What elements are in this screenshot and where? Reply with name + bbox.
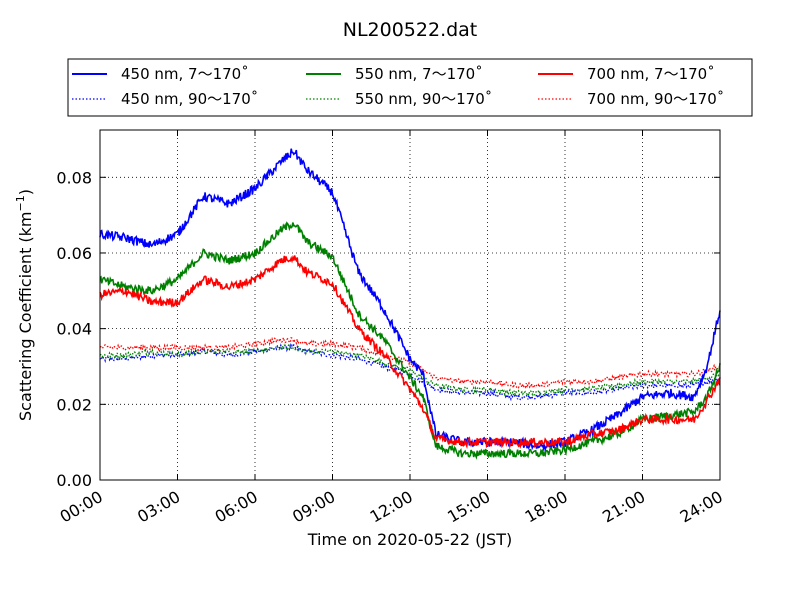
series-line [99,221,721,460]
legend-entry: 450 nm, 90～170˚ [72,90,258,108]
legend-label: 550 nm, 90～170˚ [355,90,492,108]
series-line [99,344,721,398]
x-tick-label: 18:00 [522,487,571,527]
legend-label: 700 nm, 7～170˚ [587,65,715,83]
x-tick-label: 09:00 [289,487,338,527]
y-axis-label-sup: −1 [14,195,27,211]
legend-entry: 700 nm, 90～170˚ [538,90,724,108]
series-layer [99,148,721,460]
series-line [99,148,721,453]
legend-label: 550 nm, 7～170˚ [355,65,483,83]
x-tick-label: 15:00 [444,487,493,527]
x-tick-label: 24:00 [677,487,726,527]
x-axis-label: Time on 2020-05-22 (JST) [307,530,512,549]
chart-title: NL200522.dat [343,19,478,41]
y-tick-label: 0.02 [56,395,92,414]
legend-entry: 550 nm, 90～170˚ [306,90,492,108]
series-line [99,342,721,402]
plot-area: 00:00 03:00 06:00 09:00 12:00 15:00 18:00 21:00… [56,129,726,527]
legend-entry: 700 nm, 7～170˚ [538,65,715,83]
series-line [99,254,721,450]
x-tick-label: 12:00 [367,487,416,527]
y-axis-label-main: Scattering Coefficient (km [16,211,35,421]
legend-label: 450 nm, 7～170˚ [121,65,249,83]
plot-background [100,130,720,480]
x-tick-label: 21:00 [599,487,648,527]
x-tick-label: 03:00 [134,487,183,527]
legend-entry: 550 nm, 7～170˚ [306,65,483,83]
y-tick-label: 0.06 [56,244,92,263]
legend-label: 700 nm, 90～170˚ [587,90,724,108]
y-tick-label: 0.04 [56,320,92,339]
y-tick-label: 0.08 [56,168,92,187]
legend-box [67,58,753,117]
y-axis-label: Scattering Coefficient (km−1) [14,189,35,421]
legend: 450 nm, 7～170˚ 550 nm, 7～170˚ 700 nm, 7～17… [67,58,753,117]
legend-entry: 450 nm, 7～170˚ [72,65,249,83]
grid-lines [100,130,720,480]
x-tick-label: 06:00 [212,487,261,527]
x-tick-label: 00:00 [57,487,106,527]
y-tick-label: 0.00 [56,471,92,490]
y-axis-label-close: ) [16,189,35,195]
legend-label: 450 nm, 90～170˚ [121,90,258,108]
